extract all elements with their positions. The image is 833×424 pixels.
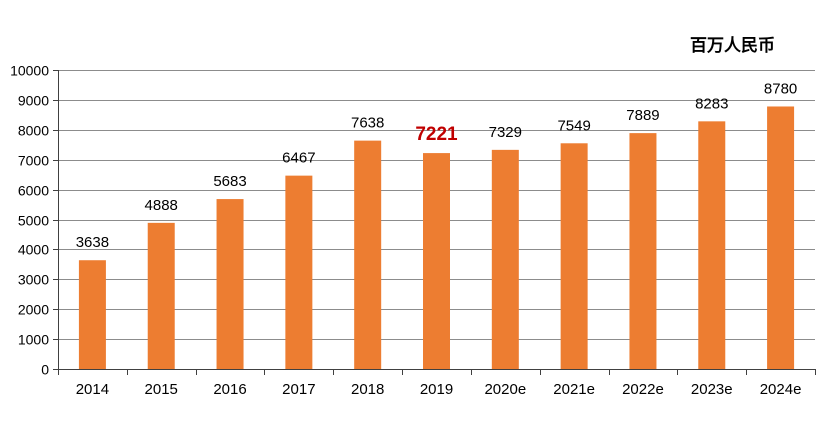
x-tick-label: 2022e <box>622 381 664 398</box>
data-label: 7549 <box>557 117 590 134</box>
x-tick-label: 2021e <box>553 381 595 398</box>
y-tick-label: 1000 <box>18 332 49 348</box>
x-tick-label: 2014 <box>76 381 109 398</box>
x-tick-label: 2015 <box>145 381 178 398</box>
y-tick-label: 3000 <box>18 272 49 288</box>
data-label: 8283 <box>695 95 728 112</box>
data-label: 4888 <box>145 197 178 214</box>
x-tick-label: 2017 <box>282 381 315 398</box>
y-tick-label: 10000 <box>10 63 49 79</box>
y-tick-label: 2000 <box>18 302 49 318</box>
x-tick-label: 2016 <box>213 381 246 398</box>
data-label: 6467 <box>282 150 315 167</box>
x-tick-label: 2024e <box>760 381 802 398</box>
x-tick-label: 2019 <box>420 381 453 398</box>
bar <box>629 133 657 369</box>
data-label: 8780 <box>764 80 797 97</box>
y-tick-label: 5000 <box>18 213 49 229</box>
bar <box>78 260 106 369</box>
bar <box>698 121 726 369</box>
data-label: 5683 <box>213 173 246 190</box>
y-tick-label: 6000 <box>18 183 49 199</box>
data-label: 7638 <box>351 115 384 132</box>
bar <box>560 143 588 369</box>
bar <box>285 175 313 369</box>
unit-label: 百万人民币 <box>690 36 775 56</box>
bar <box>767 106 795 369</box>
data-label: 3638 <box>76 234 109 251</box>
y-tick-label: 4000 <box>18 242 49 258</box>
data-label: 7221 <box>415 124 458 145</box>
bar <box>147 222 175 369</box>
bar <box>491 149 519 369</box>
x-tick-label: 2018 <box>351 381 384 398</box>
data-label: 7329 <box>489 124 522 141</box>
bar <box>216 199 244 369</box>
x-tick-label: 2023e <box>691 381 733 398</box>
y-tick-label: 8000 <box>18 123 49 139</box>
y-tick-label: 9000 <box>18 93 49 109</box>
y-tick-label: 7000 <box>18 153 49 169</box>
x-tick-label: 2020e <box>484 381 526 398</box>
data-label: 7889 <box>626 107 659 124</box>
bar <box>354 140 382 369</box>
y-tick-label: 0 <box>41 362 49 378</box>
bar <box>423 153 450 369</box>
